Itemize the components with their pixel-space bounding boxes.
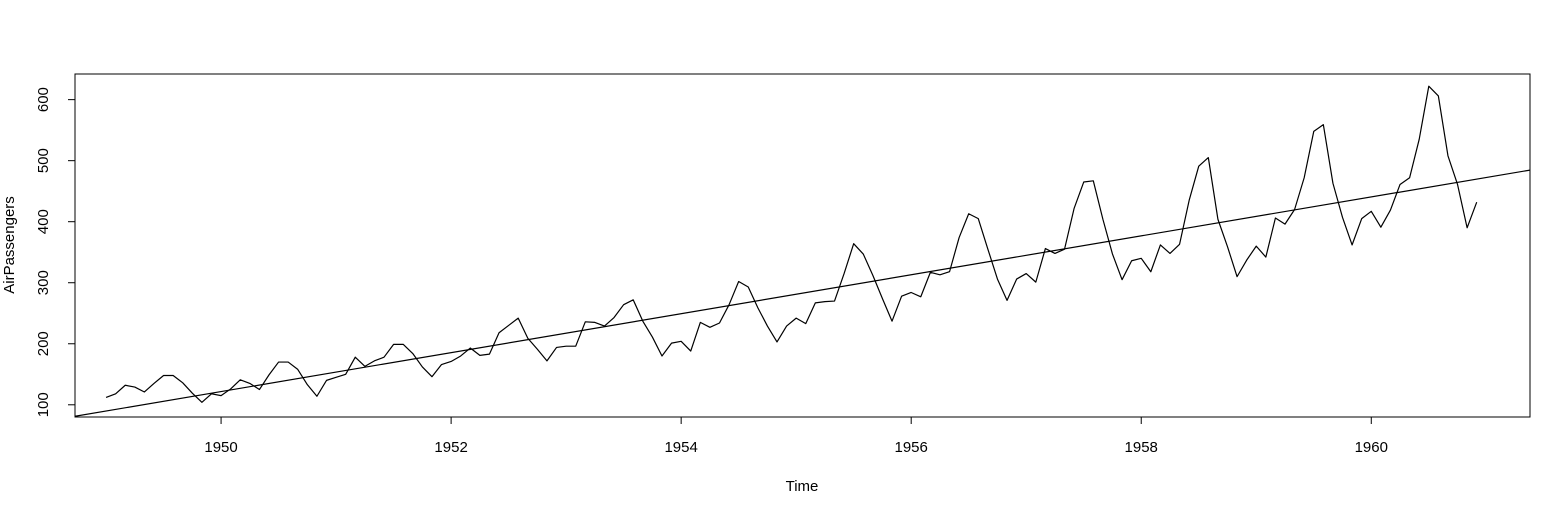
- x-axis-title: Time: [786, 478, 819, 495]
- x-tick-label: 1952: [434, 439, 467, 456]
- x-tick-label: 1960: [1355, 439, 1388, 456]
- y-tick-label: 400: [35, 209, 52, 234]
- y-tick-label: 500: [35, 148, 52, 173]
- x-tick-label: 1956: [895, 439, 928, 456]
- x-tick-label: 1950: [204, 439, 237, 456]
- y-tick-label: 200: [35, 331, 52, 356]
- trend-line: [75, 169, 1530, 417]
- y-tick-label: 300: [35, 270, 52, 295]
- x-tick-label: 1958: [1125, 439, 1158, 456]
- y-axis-title: AirPassengers: [1, 196, 18, 294]
- airpassengers-series-line: [105, 85, 1478, 403]
- x-axis: 1950 1952 1954 1956 1958 1960: [204, 417, 1388, 456]
- plot-frame: [74, 73, 1531, 418]
- y-tick-label: 100: [35, 392, 52, 417]
- y-axis: 100 200 300 400 500 600: [35, 87, 75, 417]
- series-layer: [75, 85, 1530, 417]
- x-tick-label: 1954: [664, 439, 697, 456]
- y-tick-label: 600: [35, 87, 52, 112]
